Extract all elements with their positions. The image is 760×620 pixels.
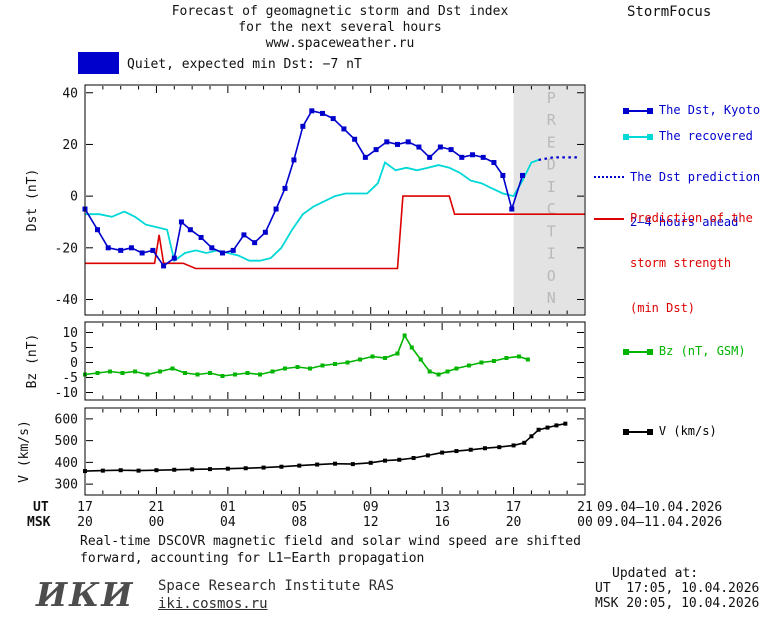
svg-text:0: 0 <box>70 190 78 205</box>
iki-logo: ИКИ <box>36 575 135 614</box>
page-title: Forecast of geomagnetic storm and Dst in… <box>171 4 509 19</box>
svg-text:05: 05 <box>291 500 307 515</box>
svg-text:20: 20 <box>62 138 78 153</box>
legend-prediction-label-1: The Dst prediction <box>630 170 760 184</box>
footnote-line2: forward, accounting for L1−Earth propaga… <box>80 551 425 566</box>
svg-text:300: 300 <box>55 478 78 493</box>
svg-text:40: 40 <box>62 86 78 101</box>
svg-text:13: 13 <box>434 500 450 515</box>
legend-item-bz: Bz (nT, GSM) <box>594 329 746 374</box>
legend-strength-label-1: Prediction of the <box>630 211 753 225</box>
institute-site-link[interactable]: iki.cosmos.ru <box>158 596 268 612</box>
legend-item-prediction: The Dst prediction 2–4 hours ahead <box>594 140 760 260</box>
svg-text:10: 10 <box>62 326 78 341</box>
legend-strength-label-2: storm strength <box>630 256 732 270</box>
svg-text:-20: -20 <box>55 241 78 256</box>
svg-text:00: 00 <box>577 515 593 530</box>
strength-line-marker <box>594 215 624 223</box>
legend-strength-label-3: (min Dst) <box>630 301 696 315</box>
svg-text:MSK: MSK <box>27 515 51 530</box>
updated-label: Updated at: <box>612 566 699 581</box>
svg-text:08: 08 <box>291 515 307 530</box>
legend-item-recovered: The recovered Dst <box>594 114 760 159</box>
svg-text:T: T <box>547 222 556 240</box>
legend-prediction-label-2: 2–4 hours ahead <box>630 215 739 229</box>
page-subtitle: for the next several hours <box>238 20 442 35</box>
svg-text:09: 09 <box>363 500 379 515</box>
svg-text:-40: -40 <box>55 293 78 308</box>
svg-text:20: 20 <box>506 515 522 530</box>
prediction-dotted-marker <box>594 174 624 182</box>
svg-text:0: 0 <box>70 356 78 371</box>
svg-text:-5: -5 <box>62 371 78 386</box>
legend-v-label: V (km/s) <box>658 424 717 438</box>
date-range-msk: 09.04–11.04.2026 <box>597 515 723 530</box>
svg-text:00: 00 <box>149 515 165 530</box>
legend-dst-kyoto-label: The Dst, Kyoto <box>658 103 760 117</box>
dst-kyoto-line-marker <box>622 107 653 115</box>
svg-text:17: 17 <box>506 500 522 515</box>
legend-bz-label: Bz (nT, GSM) <box>658 344 746 358</box>
svg-text:01: 01 <box>220 500 236 515</box>
svg-text:-10: -10 <box>55 386 78 401</box>
svg-text:5: 5 <box>70 341 78 356</box>
legend-item-dst-kyoto: The Dst, Kyoto <box>594 88 760 133</box>
updated-msk: MSK 20:05, 10.04.2026 <box>595 596 760 611</box>
svg-text:E: E <box>547 133 556 151</box>
svg-text:C: C <box>547 200 556 218</box>
svg-text:UT: UT <box>33 500 49 515</box>
svg-text:04: 04 <box>220 515 236 530</box>
bz-line-marker <box>622 348 653 356</box>
svg-text:V (km/s): V (km/s) <box>17 420 32 483</box>
svg-text:16: 16 <box>434 515 450 530</box>
brand-stormfocus: StormFocus <box>627 4 712 20</box>
date-range-ut: 09.04–10.04.2026 <box>597 500 723 515</box>
svg-text:17: 17 <box>77 500 93 515</box>
legend-item-v: V (km/s) <box>594 409 717 454</box>
svg-text:20: 20 <box>77 515 93 530</box>
svg-text:21: 21 <box>149 500 165 515</box>
recovered-line-marker <box>622 133 653 141</box>
svg-text:21: 21 <box>577 500 593 515</box>
svg-text:Dst (nT): Dst (nT) <box>25 169 40 232</box>
svg-text:Bz (nT): Bz (nT) <box>25 334 40 389</box>
svg-text:600: 600 <box>55 412 78 427</box>
svg-text:P: P <box>547 89 556 107</box>
legend-item-strength: Prediction of the storm strength (min Ds… <box>594 181 753 346</box>
svg-text:12: 12 <box>363 515 379 530</box>
updated-ut: UT 17:05, 10.04.2026 <box>595 581 760 596</box>
spaceweather-url: www.spaceweather.ru <box>265 36 415 51</box>
v-line-marker <box>622 428 653 436</box>
institute-name: Space Research Institute RAS <box>158 578 395 594</box>
svg-text:500: 500 <box>55 434 78 449</box>
svg-text:N: N <box>547 289 556 307</box>
status-text: Quiet, expected min Dst: −7 nT <box>127 57 362 72</box>
svg-text:400: 400 <box>55 456 78 471</box>
svg-text:I: I <box>547 178 556 196</box>
svg-text:O: O <box>547 267 556 285</box>
footnote-line1: Real-time DSCOVR magnetic field and sola… <box>80 534 581 549</box>
svg-text:I: I <box>547 245 556 263</box>
legend-recovered-label: The recovered Dst <box>658 129 753 143</box>
svg-text:R: R <box>547 111 557 129</box>
storm-level-swatch <box>78 52 119 74</box>
svg-text:D: D <box>547 156 556 174</box>
